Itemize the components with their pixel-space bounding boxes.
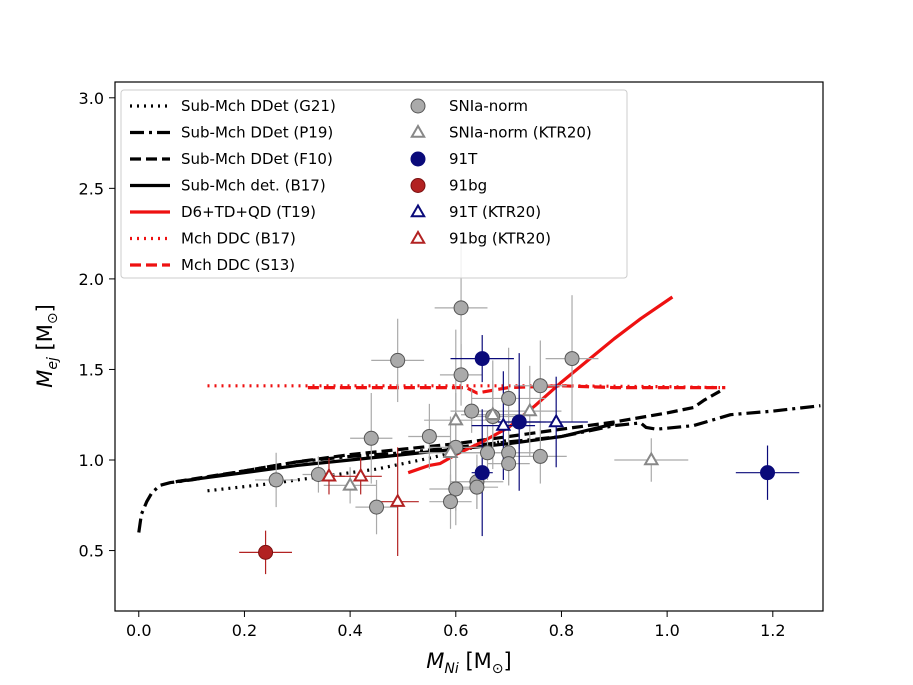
data-point-0 xyxy=(470,480,484,494)
data-point-0 xyxy=(502,391,516,405)
data-point-0 xyxy=(533,449,547,463)
y-tick-label: 3.0 xyxy=(79,89,104,108)
data-point-2 xyxy=(761,466,775,480)
x-axis-title-unit: [M xyxy=(459,649,492,673)
legend-swatch-marker xyxy=(411,99,425,113)
data-point-0 xyxy=(364,431,378,445)
x-tick-label: 0.0 xyxy=(126,621,151,640)
legend-label: 91T xyxy=(449,150,478,168)
legend: Sub-Mch DDet (G21) Sub-Mch DDet (P19) Sub-… xyxy=(121,90,627,278)
data-point-0 xyxy=(480,446,494,460)
legend-label: Sub-Mch DDet (F10) xyxy=(181,150,333,168)
data-point-2 xyxy=(475,466,489,480)
legend-label: 91bg xyxy=(449,177,487,195)
legend-label: Sub-Mch DDet (P19) xyxy=(181,124,333,142)
x-tick-label: 0.4 xyxy=(337,621,362,640)
x-tick-label: 0.6 xyxy=(443,621,468,640)
y-tick-label: 2.0 xyxy=(79,270,104,289)
legend-label: Mch DDC (B17) xyxy=(181,230,296,248)
data-point-3 xyxy=(259,545,273,559)
y-axis-title-sub: ej xyxy=(45,357,61,370)
y-axis-title: Mej [M⊙] xyxy=(33,304,61,388)
data-point-0 xyxy=(370,500,384,514)
x-axis-title: MNi [M⊙] xyxy=(426,649,511,677)
y-tick-label: 2.5 xyxy=(79,179,104,198)
legend-label: 91T (KTR20) xyxy=(449,203,541,221)
x-tick-label: 0.8 xyxy=(549,621,574,640)
x-tick-label: 1.0 xyxy=(654,621,679,640)
data-point-0 xyxy=(449,482,463,496)
data-point-0 xyxy=(454,301,468,315)
x-tick-label: 0.2 xyxy=(232,621,257,640)
y-axis-title-main: M xyxy=(33,370,57,388)
data-point-0 xyxy=(465,404,479,418)
data-point-0 xyxy=(391,353,405,367)
chart: 0.0 0.2 0.4 0.6 0.8 1.0 1.20.51.01.52.02.53.0 … xyxy=(0,0,913,685)
data-point-0 xyxy=(454,368,468,382)
y-tick-label: 1.0 xyxy=(79,451,104,470)
x-tick-label: 1.2 xyxy=(760,621,785,640)
legend-swatch-marker xyxy=(411,152,425,166)
legend-swatch-marker xyxy=(411,179,425,193)
y-tick-label: 0.5 xyxy=(79,542,104,561)
data-point-0 xyxy=(502,457,516,471)
data-point-0 xyxy=(533,379,547,393)
legend-label: SNIa-norm xyxy=(449,97,528,115)
x-axis-title-main: M xyxy=(426,649,444,673)
legend-label: SNIa-norm (KTR20) xyxy=(449,124,592,142)
legend-label: Mch DDC (S13) xyxy=(181,256,295,274)
data-point-0 xyxy=(444,495,458,509)
data-point-0 xyxy=(422,429,436,443)
data-point-2 xyxy=(475,352,489,366)
legend-label: D6+TD+QD (T19) xyxy=(181,203,316,221)
legend-label: Sub-Mch DDet (G21) xyxy=(181,97,336,115)
y-axis-title-unit-sub: ⊙ xyxy=(45,312,61,324)
data-point-0 xyxy=(565,352,579,366)
x-axis-title-close: ] xyxy=(504,649,512,673)
data-point-0 xyxy=(269,473,283,487)
y-axis-title-close: ] xyxy=(33,304,57,312)
legend-label: Sub-Mch det. (B17) xyxy=(181,177,326,195)
legend-label: 91bg (KTR20) xyxy=(449,230,551,248)
x-axis-title-sub: Ni xyxy=(444,661,458,677)
x-axis-title-unit-sub: ⊙ xyxy=(492,661,504,677)
data-point-2 xyxy=(512,415,526,429)
y-tick-label: 1.5 xyxy=(79,360,104,379)
y-axis-title-unit: [M xyxy=(33,324,57,357)
